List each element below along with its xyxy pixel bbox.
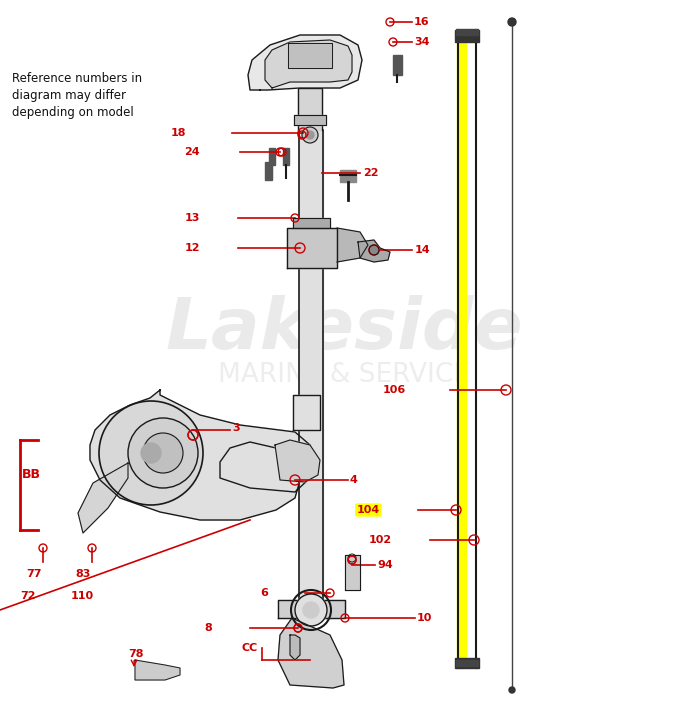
Text: 18: 18: [171, 128, 186, 138]
Polygon shape: [248, 35, 362, 90]
Polygon shape: [290, 635, 300, 660]
Text: 77: 77: [26, 569, 42, 579]
Text: 16: 16: [414, 17, 429, 27]
Text: 8: 8: [204, 623, 212, 633]
Text: 24: 24: [184, 147, 200, 157]
Polygon shape: [455, 30, 479, 42]
Polygon shape: [455, 658, 479, 668]
Polygon shape: [345, 555, 360, 590]
Polygon shape: [275, 440, 320, 482]
Polygon shape: [90, 390, 315, 520]
Circle shape: [143, 433, 183, 473]
Circle shape: [302, 127, 318, 143]
Text: 106: 106: [383, 385, 406, 395]
Circle shape: [508, 18, 516, 26]
Text: 22: 22: [363, 168, 378, 178]
Polygon shape: [135, 660, 180, 680]
Circle shape: [141, 443, 161, 463]
Circle shape: [509, 687, 515, 693]
Text: Reference numbers in
diagram may differ
depending on model: Reference numbers in diagram may differ …: [12, 72, 142, 119]
Text: MARINE & SERVICE: MARINE & SERVICE: [218, 362, 470, 388]
Polygon shape: [78, 463, 128, 533]
Circle shape: [99, 401, 203, 505]
Polygon shape: [265, 40, 352, 88]
Text: 6: 6: [260, 588, 268, 598]
Circle shape: [303, 602, 319, 618]
Text: 104: 104: [357, 505, 380, 515]
Polygon shape: [283, 148, 289, 165]
Polygon shape: [288, 43, 332, 68]
Circle shape: [369, 245, 379, 255]
Polygon shape: [265, 162, 272, 180]
Text: BB: BB: [22, 468, 41, 482]
Text: 10: 10: [417, 613, 432, 623]
Polygon shape: [278, 618, 344, 688]
Text: 72: 72: [20, 591, 36, 601]
Text: 78: 78: [128, 649, 144, 659]
Text: 3: 3: [232, 423, 239, 433]
Polygon shape: [393, 55, 402, 75]
Circle shape: [128, 418, 198, 488]
Text: 13: 13: [184, 213, 200, 223]
Bar: [456, 660, 478, 666]
Text: 14: 14: [415, 245, 431, 255]
Text: 83: 83: [75, 569, 91, 579]
Bar: [456, 29, 478, 35]
Circle shape: [306, 131, 314, 139]
Text: 94: 94: [377, 560, 393, 570]
Polygon shape: [358, 240, 390, 262]
Text: 34: 34: [414, 37, 429, 47]
Polygon shape: [337, 228, 368, 262]
Polygon shape: [340, 170, 356, 182]
Text: 12: 12: [184, 243, 200, 253]
Text: 110: 110: [70, 591, 94, 601]
Text: CC: CC: [241, 643, 258, 653]
Text: 102: 102: [369, 535, 392, 545]
Text: 4: 4: [350, 475, 358, 485]
Text: Lakeside: Lakeside: [165, 296, 523, 365]
Circle shape: [295, 594, 327, 626]
Polygon shape: [269, 148, 275, 165]
